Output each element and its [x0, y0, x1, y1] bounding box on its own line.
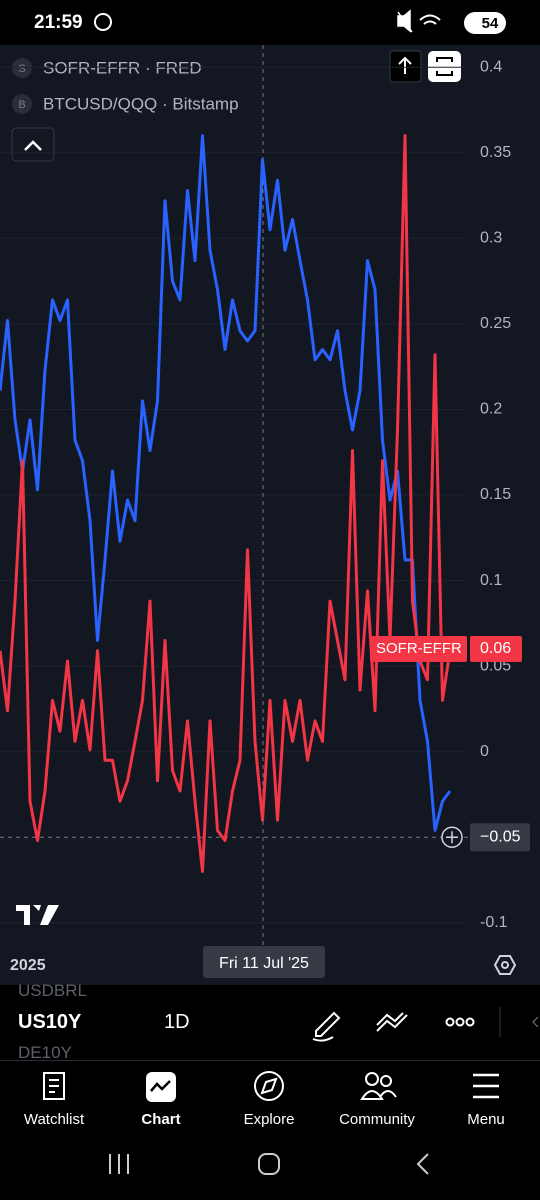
y-tick-label: 0.1 — [480, 572, 502, 589]
y-tick-label: 0.2 — [480, 401, 502, 418]
system-nav — [0, 1140, 540, 1200]
crosshair-plus-sign — [446, 831, 458, 844]
status-icons: 54 — [94, 9, 506, 34]
crosshair-time-label: Fri 11 Jul '25 — [219, 955, 309, 972]
crosshair-y-label: −0.05 — [480, 828, 521, 845]
chart-buttons[interactable] — [389, 50, 461, 83]
y-tick-label: 0.4 — [480, 58, 502, 75]
nav-label[interactable]: Chart — [141, 1111, 181, 1128]
series-line — [0, 134, 452, 832]
series-tag: SOFR-EFFR — [376, 640, 462, 657]
y-tick-label: 0.25 — [480, 315, 511, 332]
symbol-toolbar: USDBRL US10Y DE10Y 1D — [0, 981, 540, 1062]
prev-symbol[interactable]: USDBRL — [18, 981, 87, 1000]
y-tick-label: -0.1 — [480, 914, 508, 931]
series-line — [0, 134, 452, 873]
last-value-bg — [470, 635, 522, 662]
legend-icon: S — [18, 63, 25, 75]
nav-label[interactable]: Explore — [243, 1111, 295, 1128]
system-nav-icons[interactable] — [0, 1140, 540, 1200]
last-value-label: 0.06 — [480, 640, 511, 657]
legend-label: SOFR-EFFR · FRED — [43, 58, 202, 77]
next-symbol[interactable]: DE10Y — [18, 1043, 72, 1062]
legend-icon: B — [18, 99, 25, 111]
y-tick-label: 0.35 — [480, 144, 511, 161]
status-bar: 21:59 54 — [0, 0, 540, 45]
y-tick-label: 0.15 — [480, 486, 511, 503]
nav-label[interactable]: Menu — [467, 1111, 505, 1128]
chart: S SOFR-EFFR · FRED B BTCUSD/QQQ · Bitsta… — [0, 45, 530, 978]
nav-label[interactable]: Watchlist — [23, 1111, 85, 1128]
symbol[interactable]: US10Y — [18, 1011, 82, 1033]
tv-logo — [16, 905, 59, 925]
nav-icons — [43, 1071, 499, 1102]
time-axis-label: 2025 — [10, 957, 46, 974]
nav-label[interactable]: Community — [339, 1111, 415, 1128]
battery-level: 54 — [482, 15, 499, 32]
bottom-nav: Watchlist Chart Explore Community Menu — [0, 1060, 540, 1141]
toolbar-icons[interactable] — [0, 985, 540, 1060]
y-tick-label: 0 — [480, 743, 489, 760]
interval[interactable]: 1D — [164, 1011, 190, 1033]
clock: 21:59 — [34, 12, 83, 33]
legend-label: BTCUSD/QQQ · Bitstamp — [43, 94, 239, 113]
crosshair-y-bg — [470, 823, 530, 852]
settings-icon[interactable] — [493, 955, 517, 975]
series-tag-bg — [370, 635, 467, 662]
y-tick-label: 0.3 — [480, 230, 502, 247]
